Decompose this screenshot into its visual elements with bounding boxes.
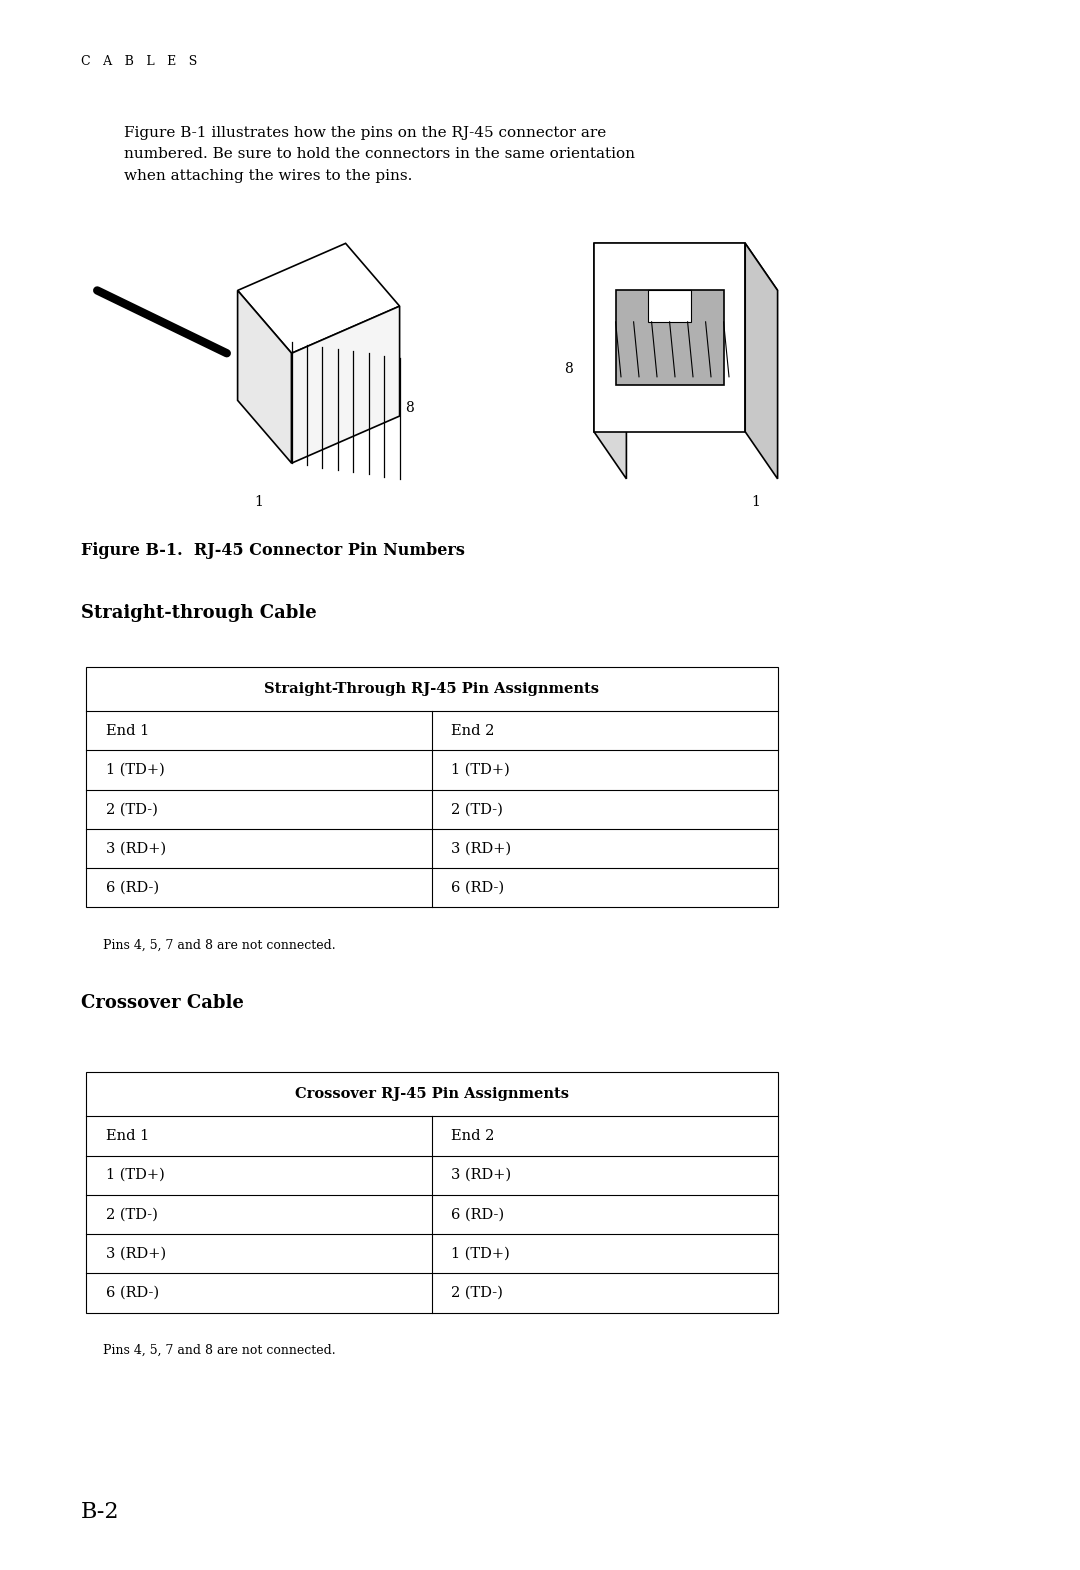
Polygon shape: [594, 243, 745, 432]
Text: 8: 8: [405, 402, 414, 414]
Text: Straight-through Cable: Straight-through Cable: [81, 604, 316, 622]
Text: 1 (TD+): 1 (TD+): [106, 1168, 164, 1182]
Text: 6 (RD-): 6 (RD-): [451, 1207, 504, 1221]
Text: 6 (RD-): 6 (RD-): [106, 1286, 159, 1300]
Text: Pins 4, 5, 7 and 8 are not connected.: Pins 4, 5, 7 and 8 are not connected.: [103, 1344, 335, 1356]
Text: 1 (TD+): 1 (TD+): [451, 1247, 510, 1261]
Polygon shape: [648, 290, 691, 322]
Text: 3 (RD+): 3 (RD+): [106, 1247, 166, 1261]
Text: 2 (TD-): 2 (TD-): [106, 802, 158, 816]
Text: Pins 4, 5, 7 and 8 are not connected.: Pins 4, 5, 7 and 8 are not connected.: [103, 939, 335, 951]
Text: 1 (TD+): 1 (TD+): [451, 763, 510, 777]
Polygon shape: [745, 243, 778, 479]
Text: C A B L E S: C A B L E S: [81, 55, 198, 68]
Text: 2 (TD-): 2 (TD-): [451, 802, 503, 816]
Polygon shape: [594, 243, 626, 479]
Text: End 2: End 2: [451, 1129, 495, 1143]
Text: 1 (TD+): 1 (TD+): [106, 763, 164, 777]
Text: 8: 8: [564, 363, 572, 375]
Text: 2 (TD-): 2 (TD-): [106, 1207, 158, 1221]
Text: End 2: End 2: [451, 724, 495, 738]
Bar: [86, 1072, 778, 1313]
Text: 6 (RD-): 6 (RD-): [106, 881, 159, 895]
Text: 6 (RD-): 6 (RD-): [451, 881, 504, 895]
Bar: [86, 667, 778, 907]
Text: Straight-Through RJ-45 Pin Assignments: Straight-Through RJ-45 Pin Assignments: [265, 683, 599, 696]
Text: End 1: End 1: [106, 1129, 149, 1143]
Text: End 1: End 1: [106, 724, 149, 738]
Text: Crossover Cable: Crossover Cable: [81, 994, 244, 1011]
Text: 1: 1: [255, 495, 264, 509]
Text: B-2: B-2: [81, 1501, 120, 1523]
Text: 3 (RD+): 3 (RD+): [451, 1168, 512, 1182]
Text: 1: 1: [752, 495, 760, 509]
Text: Crossover RJ-45 Pin Assignments: Crossover RJ-45 Pin Assignments: [295, 1088, 569, 1101]
Polygon shape: [594, 243, 778, 290]
Polygon shape: [292, 306, 400, 463]
Polygon shape: [238, 290, 292, 463]
Polygon shape: [238, 243, 400, 353]
Text: Figure B-1 illustrates how the pins on the RJ-45 connector are
numbered. Be sure: Figure B-1 illustrates how the pins on t…: [124, 126, 635, 184]
Text: 2 (TD-): 2 (TD-): [451, 1286, 503, 1300]
Text: Figure B-1.  RJ-45 Connector Pin Numbers: Figure B-1. RJ-45 Connector Pin Numbers: [81, 542, 464, 559]
Text: 3 (RD+): 3 (RD+): [106, 842, 166, 856]
Text: 3 (RD+): 3 (RD+): [451, 842, 512, 856]
Polygon shape: [616, 290, 724, 385]
